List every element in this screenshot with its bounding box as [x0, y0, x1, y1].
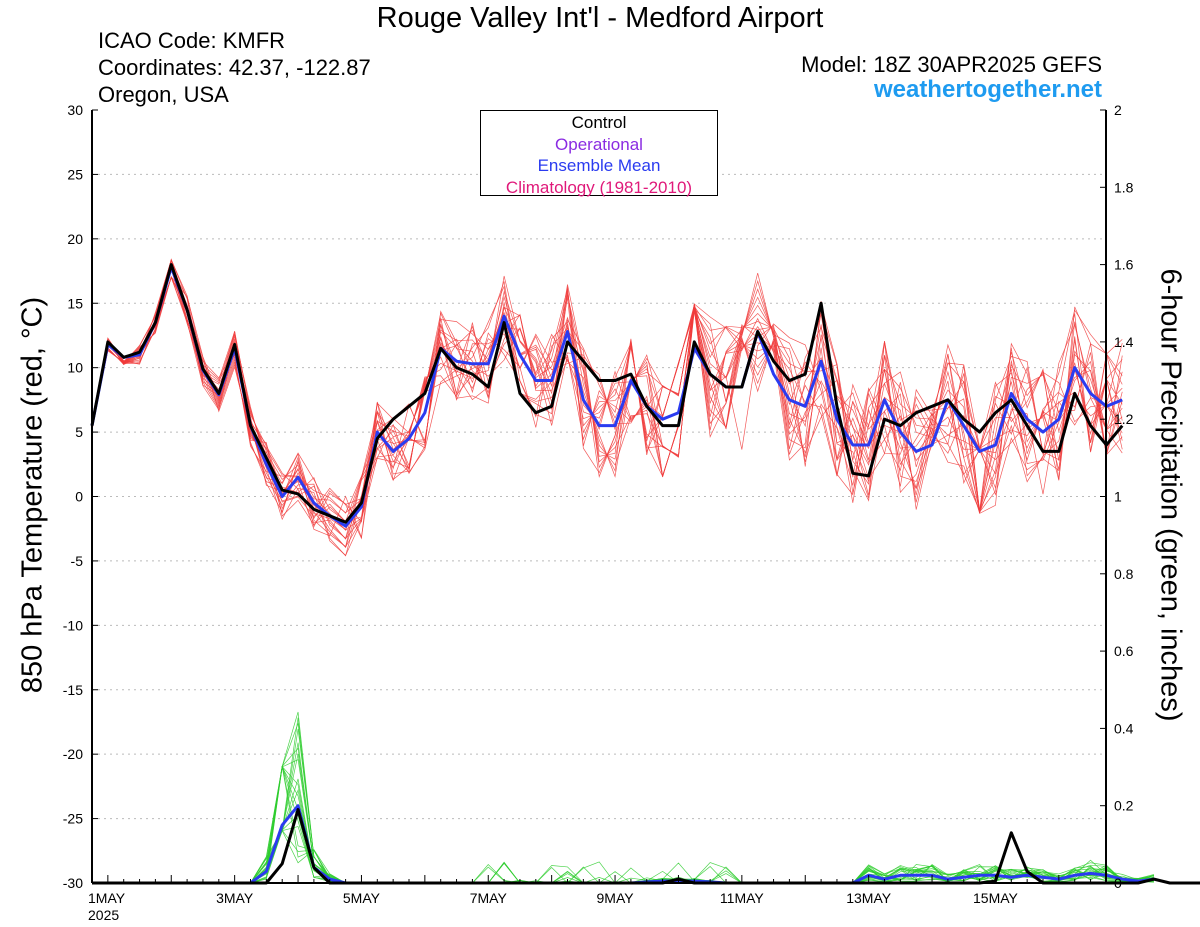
- member-precipitation-line: [92, 759, 1154, 884]
- x-tick-label: 11MAY: [720, 890, 764, 906]
- y-tick-label: 10: [67, 360, 83, 376]
- y-tick-label: 25: [67, 166, 83, 182]
- website-link[interactable]: weathertogether.net: [873, 76, 1102, 103]
- y-tick-label: -10: [63, 617, 83, 633]
- legend-climatology: Climatology (1981-2010): [505, 177, 693, 197]
- y2-tick-label: 1.2: [1114, 411, 1134, 427]
- x-tick-label: 3MAY: [216, 890, 254, 906]
- member-temperature-line: [91, 258, 1123, 540]
- x-tick-label: 5MAY: [343, 890, 381, 906]
- legend-control: Control: [571, 113, 627, 132]
- ensemble-members: [91, 258, 1155, 884]
- model-run: Model: 18Z 30APR2025 GEFS: [801, 52, 1102, 77]
- member-precipitation-line: [92, 766, 1154, 884]
- x-tick-label: 9MAY: [597, 890, 635, 906]
- y-tick-label: -25: [63, 811, 83, 827]
- member-precipitation-line: [92, 814, 1154, 884]
- y2-tick-label: 0.2: [1114, 798, 1134, 814]
- member-precipitation-line: [92, 766, 1154, 884]
- member-precipitation-line: [92, 742, 1155, 884]
- y-tick-label: -15: [63, 682, 83, 698]
- y2-tick-label: 1: [1114, 489, 1122, 505]
- x-tick-label: 13MAY: [846, 890, 892, 906]
- y-tick-label: 5: [75, 424, 83, 440]
- region: Oregon, USA: [98, 82, 229, 107]
- x-tick-label: 1MAY: [88, 890, 126, 906]
- chart-title: Rouge Valley Int'l - Medford Airport: [376, 2, 824, 34]
- y2-tick-label: 1.8: [1114, 179, 1134, 195]
- member-precipitation-line: [92, 765, 1155, 884]
- member-precipitation-line: [92, 717, 1155, 884]
- y2-tick-label: 1.6: [1114, 257, 1134, 273]
- icao-code: ICAO Code: KMFR: [98, 28, 286, 53]
- y2-tick-label: 1.4: [1114, 334, 1134, 350]
- y2-tick-label: 2: [1114, 102, 1122, 118]
- legend-ensemble-mean: Ensemble Mean: [537, 156, 661, 175]
- member-precipitation-line: [92, 747, 1155, 884]
- y2-tick-label: 0.4: [1114, 720, 1134, 736]
- series-lines: [90, 263, 1200, 885]
- y-tick-label: -30: [63, 875, 83, 891]
- x-tick-sublabel: 2025: [88, 907, 119, 923]
- axes: 302520151050-5-10-15-20-25-3021.81.61.41…: [63, 102, 1134, 923]
- member-precipitation-line: [92, 778, 1155, 884]
- member-precipitation-line: [92, 723, 1155, 884]
- legend-operational: Operational: [555, 134, 643, 154]
- y-tick-label: -20: [63, 746, 83, 762]
- y-tick-label: 20: [67, 231, 83, 247]
- legend: Control Operational Ensemble Mean Climat…: [480, 110, 718, 197]
- member-precipitation-line: [92, 728, 1154, 884]
- y-tick-label: 15: [67, 295, 83, 311]
- member-precipitation-line: [92, 711, 1154, 884]
- grid-lines: [92, 173, 1106, 820]
- coordinates: Coordinates: 42.37, -122.87: [98, 55, 371, 80]
- member-precipitation-line: [92, 766, 1154, 884]
- member-precipitation-line: [92, 765, 1155, 884]
- y-tick-label: 30: [67, 102, 83, 118]
- y2-tick-label: 0.8: [1114, 566, 1134, 582]
- member-precipitation-line: [92, 753, 1154, 884]
- x-tick-label: 15MAY: [973, 890, 1019, 906]
- member-precipitation-line: [92, 830, 1154, 884]
- y-tick-label: 0: [75, 489, 83, 505]
- y-tick-label: -5: [71, 553, 84, 569]
- y2-tick-label: 0.6: [1114, 643, 1134, 659]
- y2-tick-label: 0: [1114, 875, 1122, 891]
- x-tick-label: 7MAY: [470, 890, 508, 906]
- member-precipitation-line: [92, 765, 1155, 884]
- control-temperature-line: [90, 263, 1124, 524]
